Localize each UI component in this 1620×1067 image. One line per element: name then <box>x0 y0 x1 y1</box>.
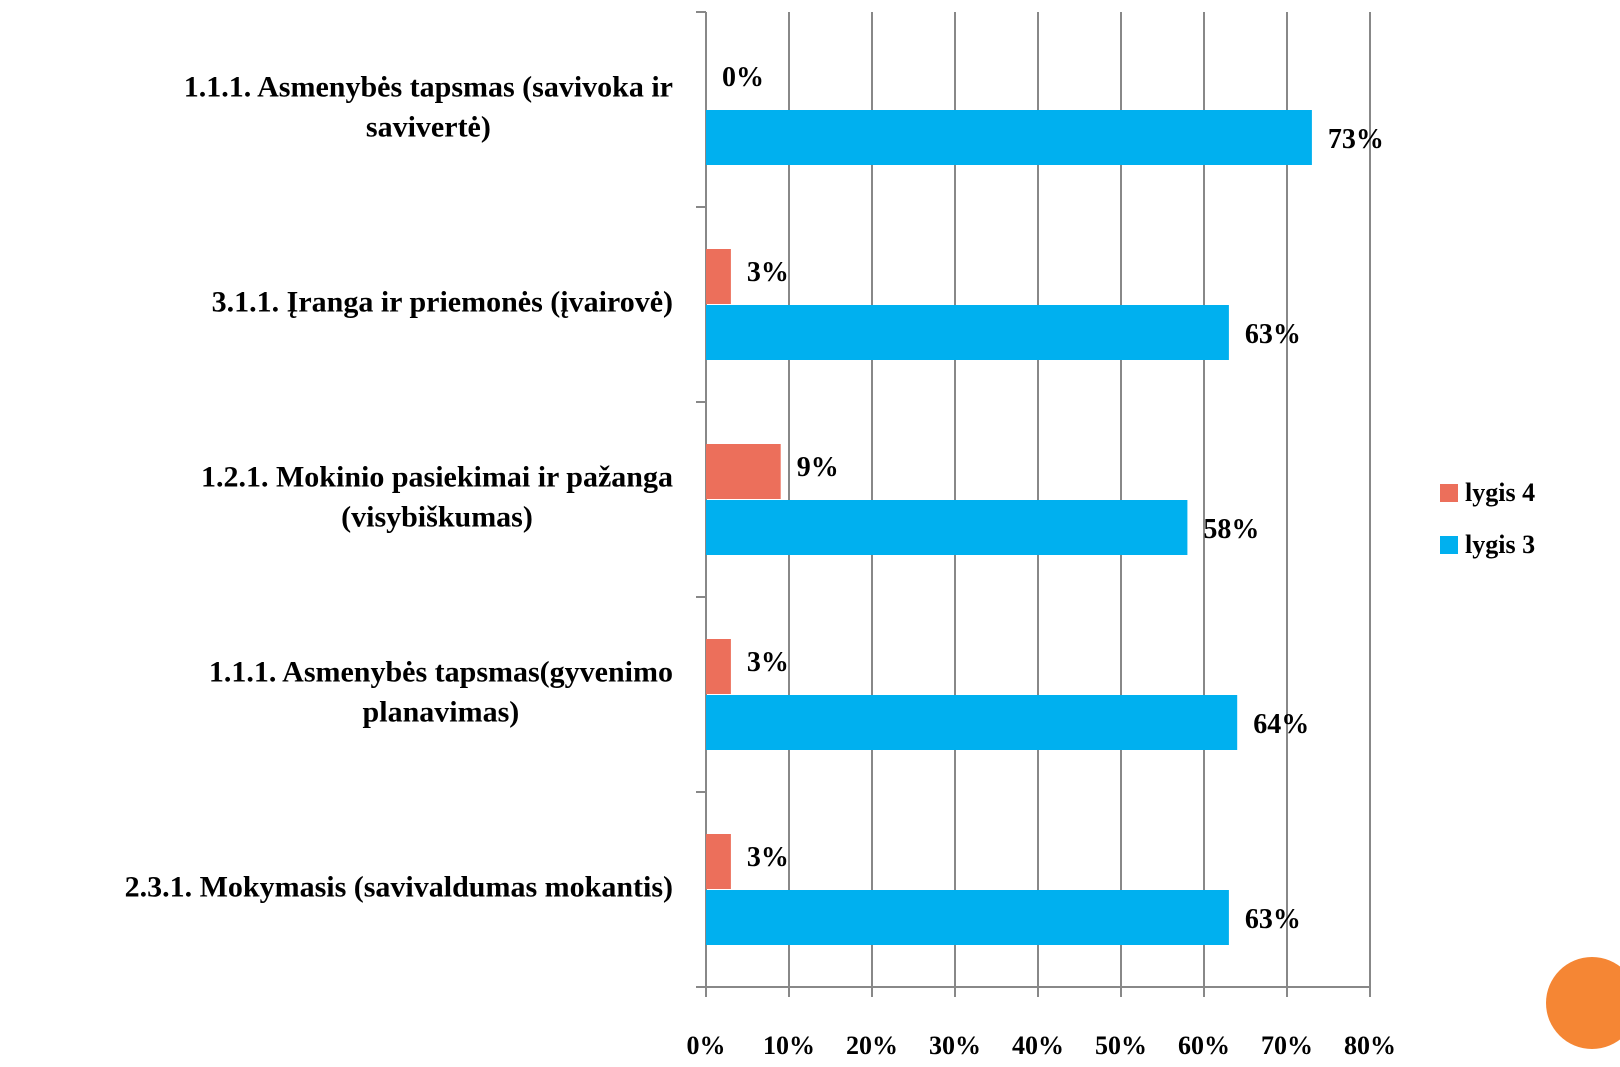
x-tick-label: 30% <box>929 1031 981 1060</box>
category-label: (visybiškumas) <box>341 500 533 533</box>
legend-swatch <box>1440 536 1458 554</box>
data-label: 63% <box>1245 319 1301 350</box>
x-tick-label: 0% <box>687 1031 726 1060</box>
legend-swatch <box>1440 484 1458 502</box>
category-label: 3.1.1. Įranga ir priemonės (įvairovė) <box>212 285 673 318</box>
x-tick-label: 70% <box>1261 1031 1313 1060</box>
x-tick-label: 40% <box>1012 1031 1064 1060</box>
bar <box>706 695 1238 750</box>
category-label: 1.1.1. Asmenybės tapsmas(gyvenimo <box>209 655 673 688</box>
data-label: 3% <box>747 257 789 288</box>
bar <box>706 639 731 694</box>
data-label: 63% <box>1245 904 1301 935</box>
category-label: 2.3.1. Mokymasis (savivaldumas mokantis) <box>125 870 673 903</box>
data-label: 73% <box>1328 124 1384 155</box>
category-label: planavimas) <box>363 695 520 728</box>
bar <box>706 305 1229 360</box>
category-label: savivertė) <box>366 110 491 143</box>
bar <box>706 500 1188 555</box>
data-label: 3% <box>747 842 789 873</box>
decor-circle <box>1546 957 1620 1049</box>
bar <box>706 444 781 499</box>
data-label: 9% <box>797 452 839 483</box>
x-tick-label: 50% <box>1095 1031 1147 1060</box>
category-label: 1.1.1. Asmenybės tapsmas (savivoka ir <box>184 70 673 103</box>
bar <box>706 890 1229 945</box>
data-label: 58% <box>1203 514 1259 545</box>
x-tick-label: 10% <box>763 1031 815 1060</box>
data-label: 3% <box>747 647 789 678</box>
x-tick-label: 80% <box>1344 1031 1396 1060</box>
data-label: 0% <box>722 62 764 93</box>
bar <box>706 110 1312 165</box>
x-tick-label: 60% <box>1178 1031 1230 1060</box>
bar <box>706 834 731 889</box>
category-label: 1.2.1. Mokinio pasiekimai ir pažanga <box>201 460 673 493</box>
legend-label: lygis 3 <box>1465 530 1535 559</box>
legend-label: lygis 4 <box>1465 478 1535 507</box>
bar <box>706 249 731 304</box>
data-label: 64% <box>1253 709 1309 740</box>
x-tick-label: 20% <box>846 1031 898 1060</box>
